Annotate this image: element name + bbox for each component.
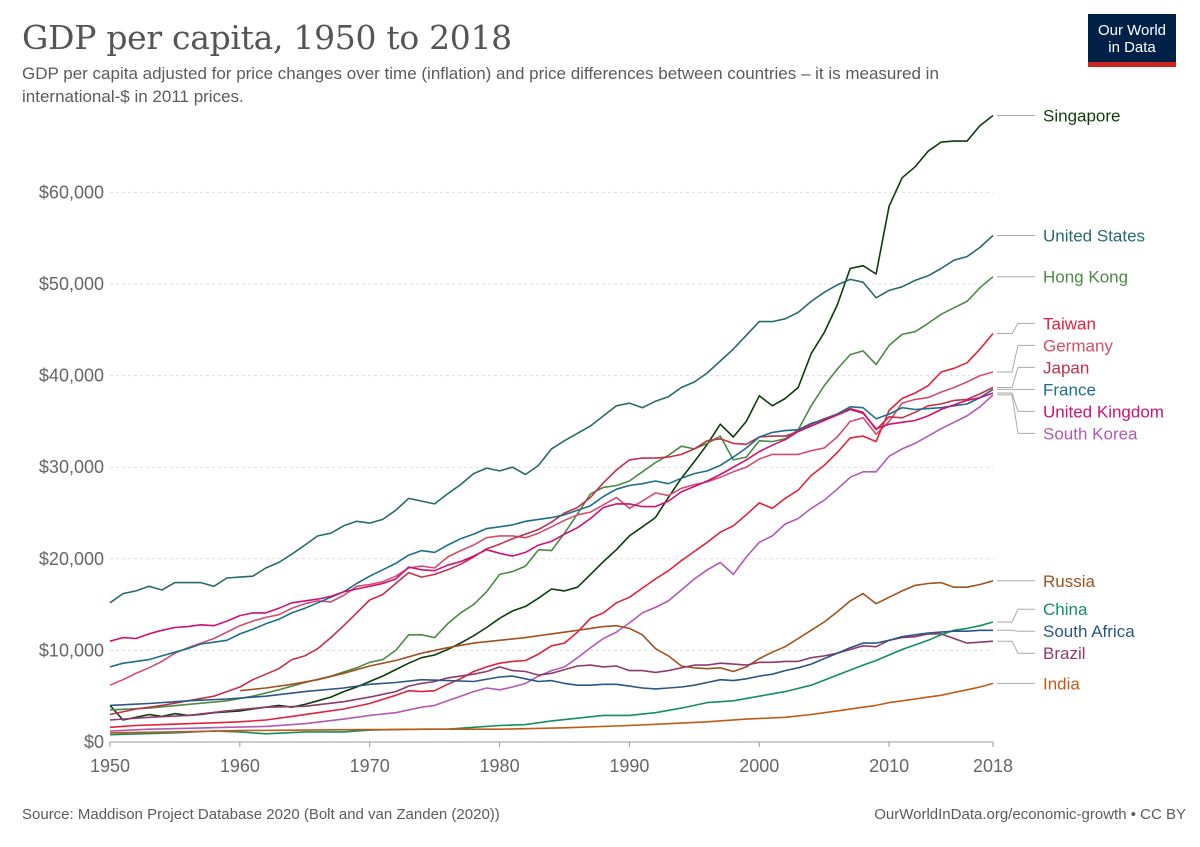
series-line-japan[interactable] xyxy=(109,386,994,716)
series-lines xyxy=(109,114,994,736)
series-line-united-states[interactable] xyxy=(109,234,994,604)
credit-note[interactable]: OurWorldInData.org/economic-growth • CC … xyxy=(874,806,1186,823)
owid-logo[interactable]: Our World in Data xyxy=(1088,14,1176,67)
x-tick-label: 1990 xyxy=(609,756,649,776)
series-line-brazil[interactable] xyxy=(109,633,994,721)
series-label-india[interactable]: India xyxy=(1043,674,1080,693)
x-tick-label: 2000 xyxy=(739,756,779,776)
label-connector xyxy=(997,640,1035,654)
y-axis: $0 $10,000 $20,000 $30,000 $40,000 $50,000 $60… xyxy=(39,182,104,752)
x-tick-label: 1960 xyxy=(220,756,260,776)
series-labels: Singapore United States Hong Kong Taiwan Ger… xyxy=(997,106,1164,693)
logo-line1: Our World xyxy=(1097,22,1167,39)
grid xyxy=(110,191,993,651)
y-tick-label: $20,000 xyxy=(39,549,104,569)
series-line-taiwan[interactable] xyxy=(109,332,994,729)
label-connector xyxy=(997,394,1035,434)
series-label-south-africa[interactable]: South Africa xyxy=(1043,622,1135,641)
series-label-japan[interactable]: Japan xyxy=(1043,358,1089,377)
y-tick-label: $0 xyxy=(84,732,104,752)
source-note[interactable]: Source: Maddison Project Database 2020 (… xyxy=(22,806,500,823)
x-axis: 1950 1960 1970 1980 1990 2000 2010 2018 xyxy=(90,741,1013,776)
series-line-india[interactable] xyxy=(109,682,994,734)
series-line-united-kingdom[interactable] xyxy=(109,392,994,642)
series-line-germany[interactable] xyxy=(109,371,994,686)
y-tick-label: $10,000 xyxy=(39,640,104,660)
series-label-south-korea[interactable]: South Korea xyxy=(1043,424,1138,443)
series-label-france[interactable]: France xyxy=(1043,380,1096,399)
y-tick-label: $60,000 xyxy=(39,182,104,202)
series-label-taiwan[interactable]: Taiwan xyxy=(1043,314,1096,333)
logo-line2: in Data xyxy=(1108,39,1156,56)
logo-accent-bar xyxy=(1088,62,1176,67)
chart-subtitle: GDP per capita adjusted for price change… xyxy=(22,64,939,106)
x-tick-label: 1980 xyxy=(480,756,520,776)
series-line-south-korea[interactable] xyxy=(109,394,994,732)
label-connector xyxy=(997,344,1035,373)
x-tick-label: 1950 xyxy=(90,756,130,776)
label-connector xyxy=(997,629,1035,632)
label-connector xyxy=(997,322,1035,334)
series-label-united-kingdom[interactable]: United Kingdom xyxy=(1043,402,1164,421)
label-connector xyxy=(997,608,1035,623)
series-label-brazil[interactable]: Brazil xyxy=(1043,644,1086,663)
series-line-china[interactable] xyxy=(109,621,994,736)
series-label-hong-kong[interactable]: Hong Kong xyxy=(1043,268,1128,287)
chart-title: GDP per capita, 1950 to 2018 xyxy=(22,18,512,57)
series-line-south-africa[interactable] xyxy=(109,629,993,707)
series-label-united-states[interactable]: United States xyxy=(1043,226,1145,245)
x-tick-label: 1970 xyxy=(350,756,390,776)
y-tick-label: $40,000 xyxy=(39,366,104,386)
label-connector xyxy=(997,392,1035,412)
series-label-china[interactable]: China xyxy=(1043,600,1088,619)
x-tick-label: 2018 xyxy=(973,756,1013,776)
series-line-hong-kong[interactable] xyxy=(109,276,994,711)
series-line-france[interactable] xyxy=(109,388,994,668)
y-tick-label: $50,000 xyxy=(39,274,104,294)
series-label-russia[interactable]: Russia xyxy=(1043,572,1096,591)
x-tick-label: 2010 xyxy=(869,756,909,776)
series-label-germany[interactable]: Germany xyxy=(1043,336,1113,355)
series-label-singapore[interactable]: Singapore xyxy=(1043,106,1121,125)
label-connector xyxy=(997,366,1035,388)
y-tick-label: $30,000 xyxy=(39,457,104,477)
series-line-russia[interactable] xyxy=(239,580,994,692)
